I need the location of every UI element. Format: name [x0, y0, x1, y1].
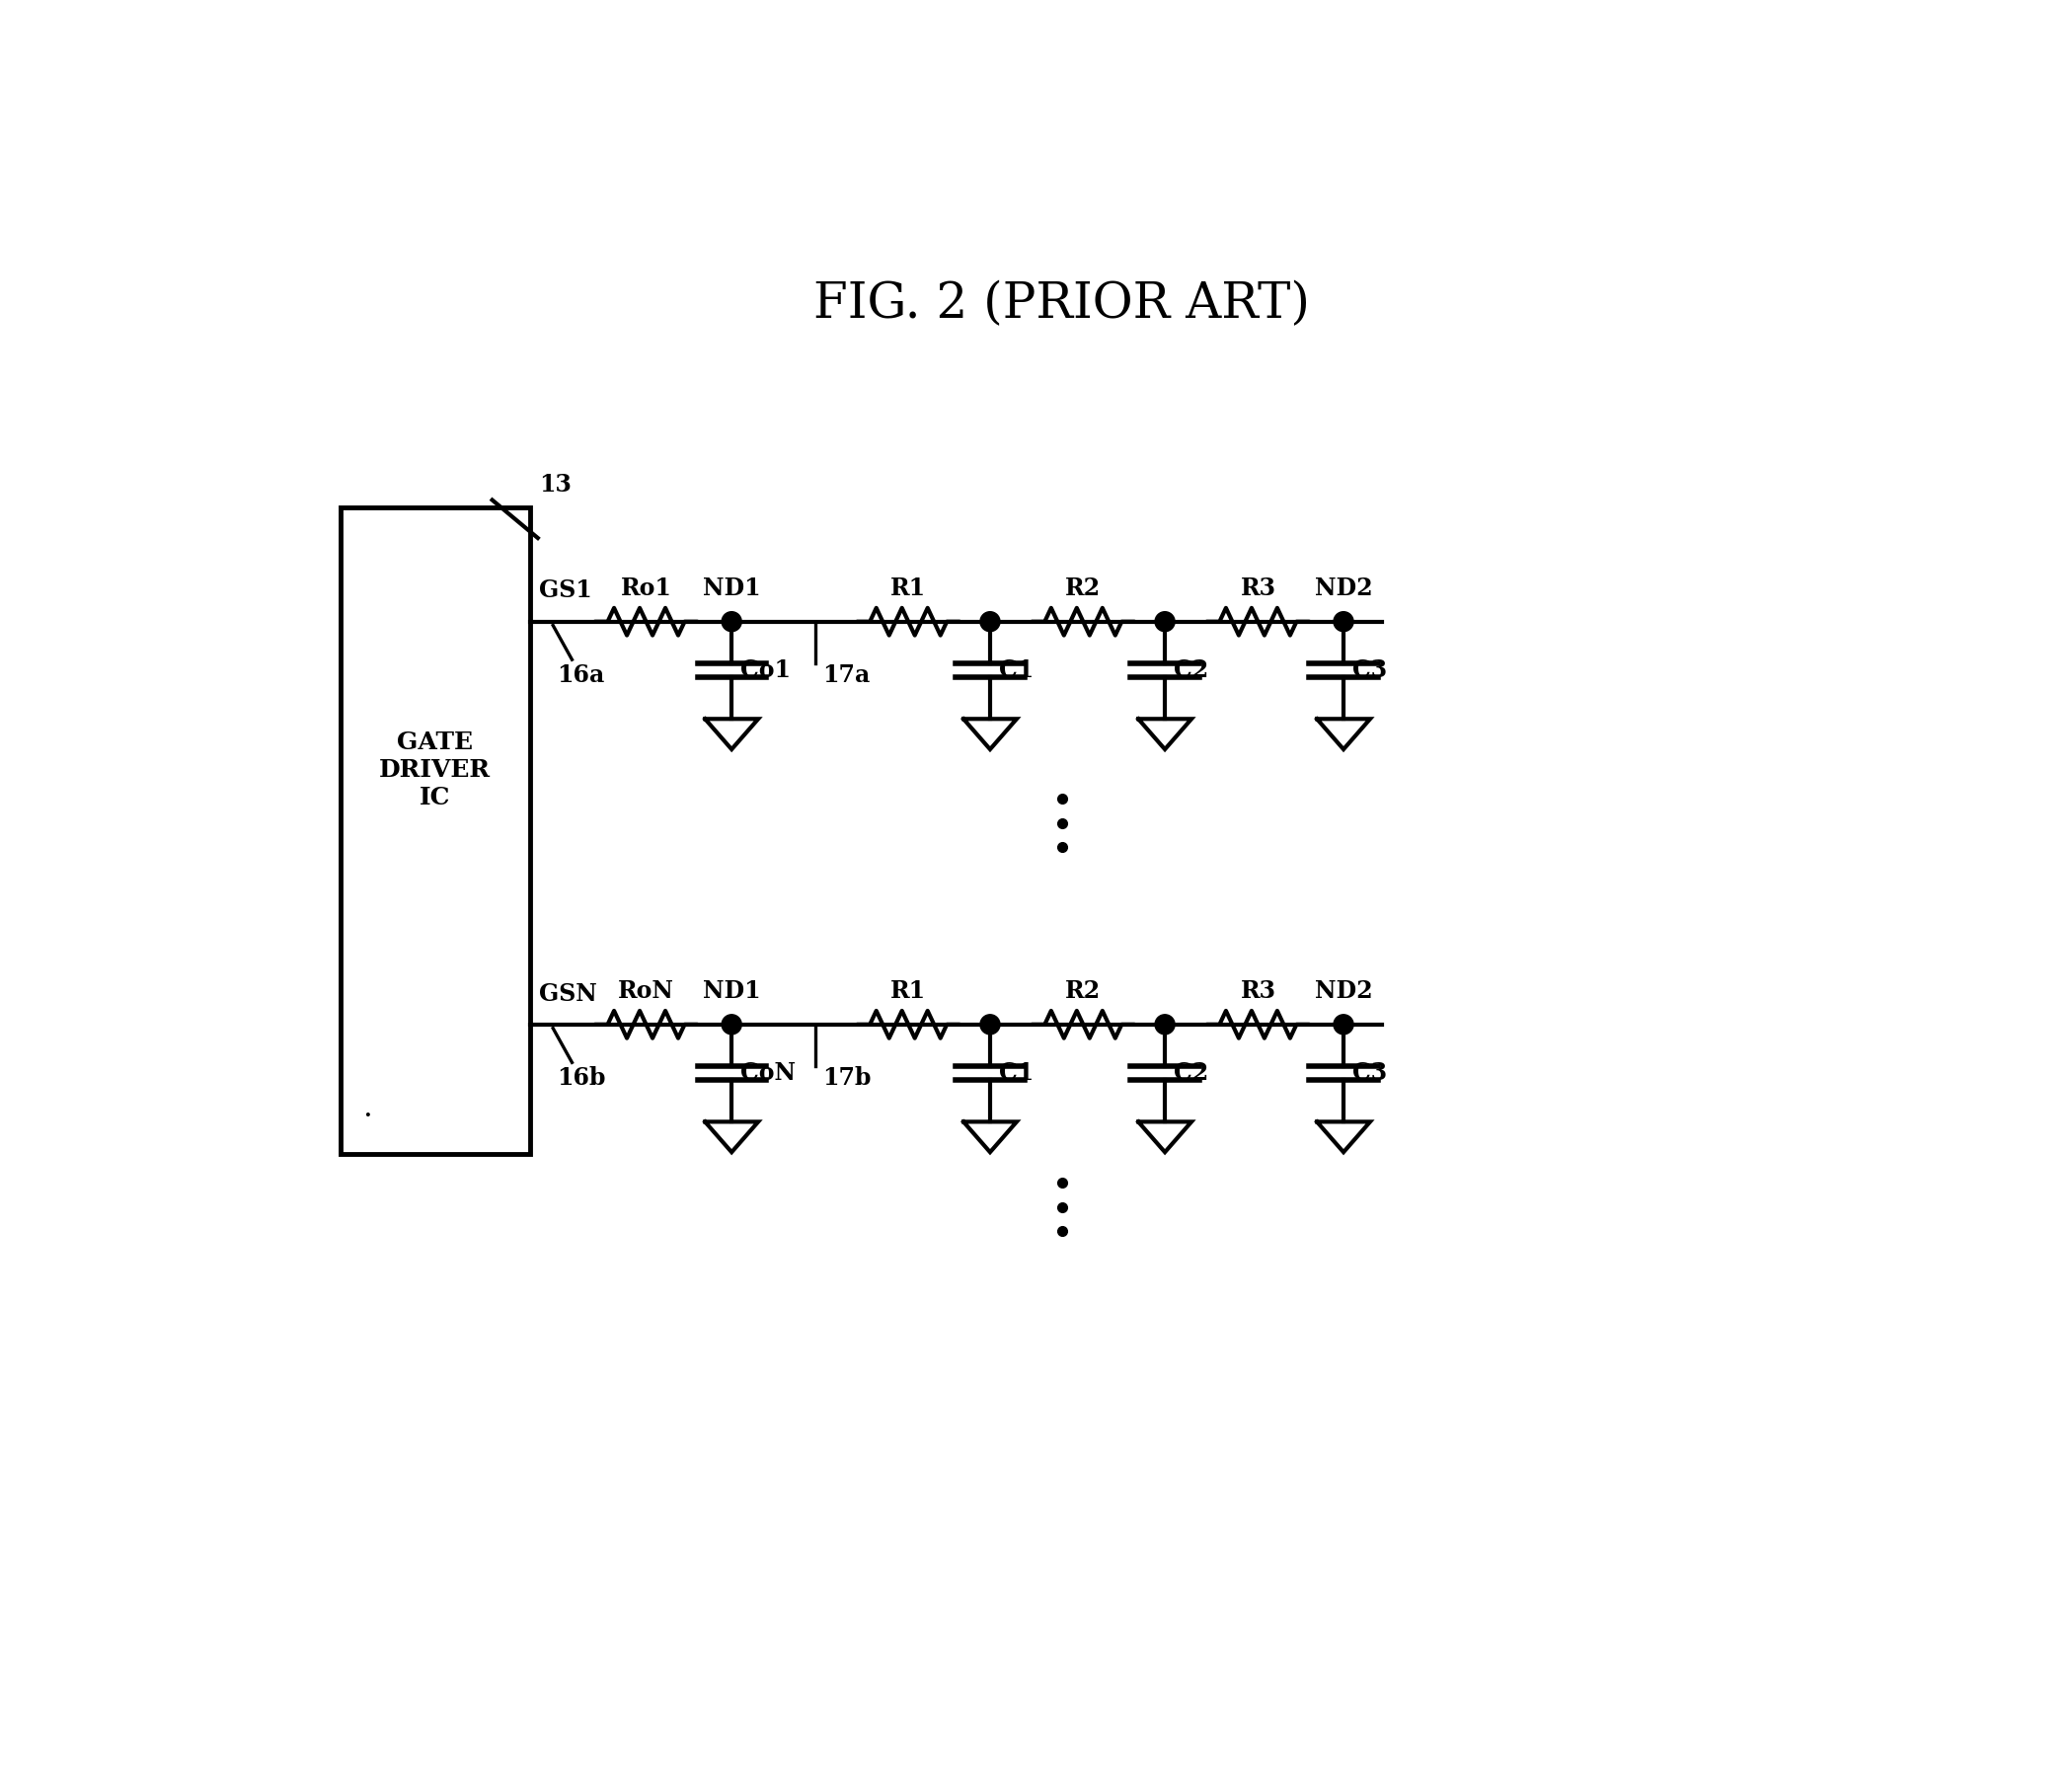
- Text: .: .: [363, 1093, 371, 1123]
- Text: 16a: 16a: [557, 664, 605, 687]
- Text: ND1: ND1: [702, 980, 760, 1003]
- Text: ND2: ND2: [1314, 980, 1372, 1003]
- Circle shape: [1334, 1015, 1353, 1035]
- Bar: [340, 507, 530, 1153]
- Text: R2: R2: [1065, 980, 1100, 1003]
- Circle shape: [721, 611, 742, 632]
- Text: Co1: Co1: [742, 659, 792, 682]
- Text: C2: C2: [1175, 659, 1208, 682]
- Text: C3: C3: [1353, 1061, 1388, 1084]
- Text: R1: R1: [891, 980, 926, 1003]
- Text: 17b: 17b: [823, 1067, 872, 1090]
- Text: GS1: GS1: [539, 579, 593, 602]
- Text: 13: 13: [539, 473, 572, 496]
- Text: FIG. 2 (PRIOR ART): FIG. 2 (PRIOR ART): [814, 281, 1310, 328]
- Circle shape: [1154, 1015, 1175, 1035]
- Text: C3: C3: [1353, 659, 1388, 682]
- Text: 17a: 17a: [823, 664, 870, 687]
- Circle shape: [980, 611, 1001, 632]
- Text: GATE
DRIVER
IC: GATE DRIVER IC: [379, 731, 491, 809]
- Text: R1: R1: [891, 577, 926, 600]
- Text: RoN: RoN: [617, 980, 673, 1003]
- Text: C1: C1: [999, 1061, 1034, 1084]
- Circle shape: [721, 1015, 742, 1035]
- Circle shape: [1154, 611, 1175, 632]
- Text: R3: R3: [1241, 577, 1276, 600]
- Text: Ro1: Ro1: [620, 577, 671, 600]
- Text: ND2: ND2: [1314, 577, 1372, 600]
- Text: C2: C2: [1175, 1061, 1208, 1084]
- Text: CoN: CoN: [742, 1061, 796, 1084]
- Text: 16b: 16b: [557, 1067, 605, 1090]
- Text: GSN: GSN: [539, 982, 597, 1005]
- Text: R3: R3: [1241, 980, 1276, 1003]
- Text: ND1: ND1: [702, 577, 760, 600]
- Text: C1: C1: [999, 659, 1034, 682]
- Circle shape: [1334, 611, 1353, 632]
- Circle shape: [980, 1015, 1001, 1035]
- Text: R2: R2: [1065, 577, 1100, 600]
